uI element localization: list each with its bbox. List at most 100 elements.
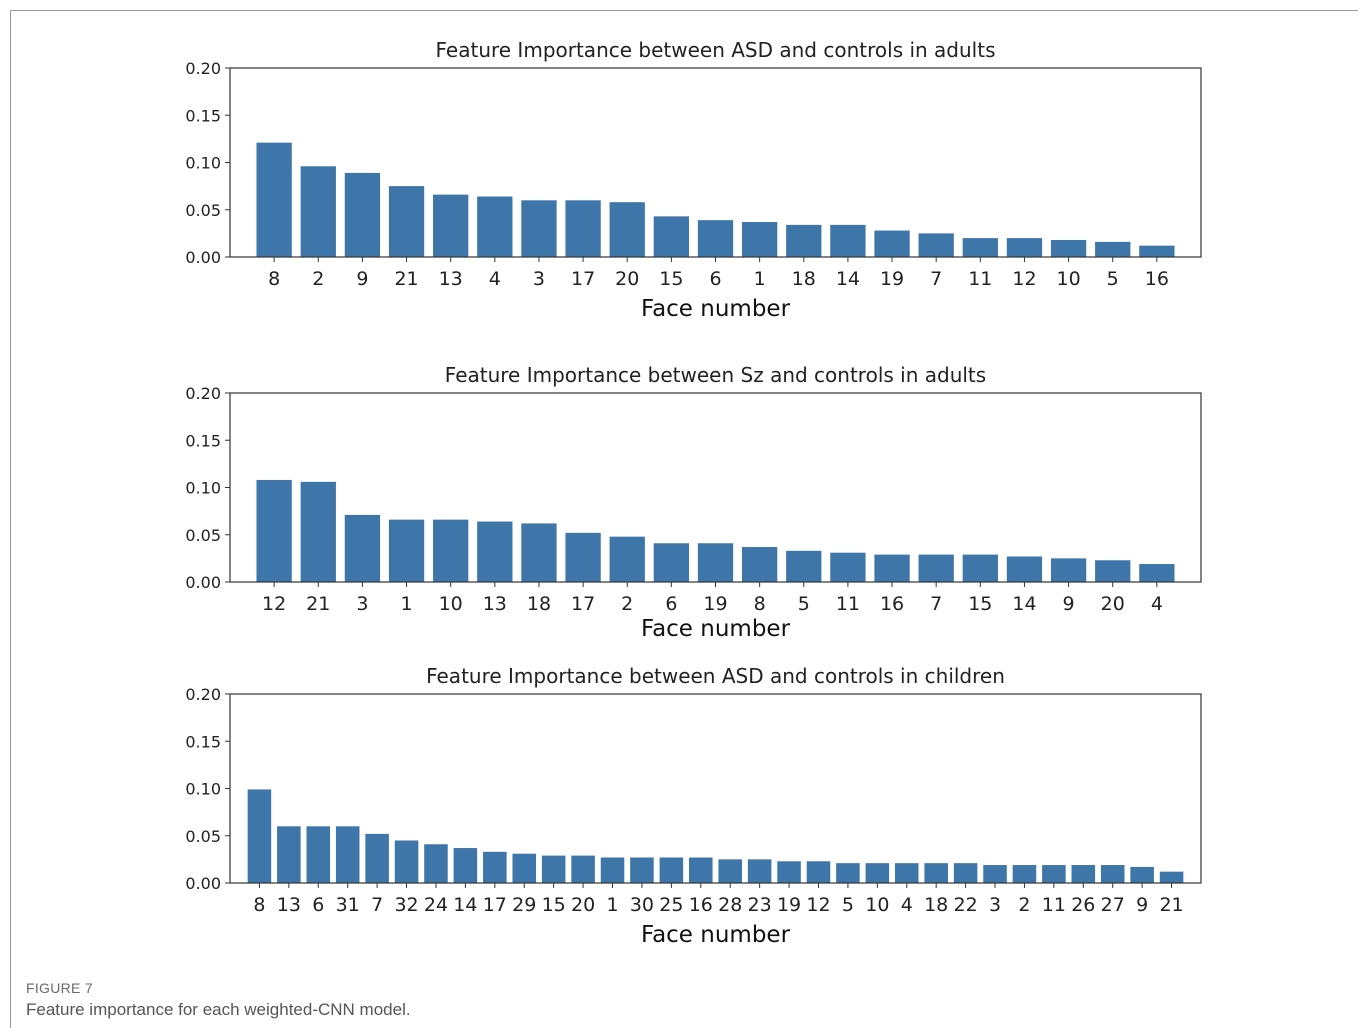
x-axis-label: Face number bbox=[641, 922, 791, 948]
x-tick-label: 16 bbox=[880, 593, 904, 615]
x-tick-label: 7 bbox=[930, 268, 942, 290]
bar bbox=[786, 224, 822, 257]
x-tick-label: 15 bbox=[968, 593, 992, 615]
x-tick-label: 4 bbox=[1151, 593, 1163, 615]
x-tick-label: 13 bbox=[439, 268, 463, 290]
x-tick-label: 4 bbox=[489, 268, 501, 290]
x-tick-label: 19 bbox=[703, 593, 727, 615]
y-tick-label: 0.10 bbox=[185, 154, 221, 173]
x-tick-label: 8 bbox=[268, 268, 280, 290]
y-tick-label: 0.15 bbox=[185, 732, 221, 751]
figure-charts: Feature Importance between ASD and contr… bbox=[185, 38, 1202, 948]
x-tick-label: 27 bbox=[1101, 894, 1125, 916]
bar bbox=[874, 554, 910, 582]
plot-frame bbox=[229, 392, 1202, 583]
plot-frame bbox=[229, 67, 1202, 258]
bar bbox=[388, 186, 425, 257]
x-tick-label: 2 bbox=[621, 593, 633, 615]
x-tick-label: 5 bbox=[798, 593, 810, 615]
x-tick-label: 10 bbox=[439, 593, 463, 615]
bar bbox=[836, 863, 860, 883]
y-tick-label: 0.05 bbox=[185, 827, 221, 846]
chart-title: Feature Importance between ASD and contr… bbox=[426, 664, 1005, 688]
bar bbox=[256, 142, 292, 257]
x-tick-label: 15 bbox=[659, 268, 683, 290]
y-tick-label: 0.20 bbox=[185, 685, 221, 704]
x-tick-label: 12 bbox=[1012, 268, 1036, 290]
bar bbox=[477, 196, 513, 257]
x-tick-label: 9 bbox=[356, 268, 368, 290]
x-tick-label: 11 bbox=[1042, 894, 1066, 916]
y-tick-label: 0.00 bbox=[185, 573, 221, 592]
bar bbox=[777, 861, 801, 883]
x-tick-label: 20 bbox=[615, 268, 639, 290]
bar bbox=[344, 514, 381, 582]
x-tick-label: 16 bbox=[1145, 268, 1169, 290]
bar bbox=[630, 857, 654, 883]
bar bbox=[1139, 564, 1175, 582]
bar bbox=[609, 536, 645, 582]
bar bbox=[1050, 558, 1087, 582]
chart-title: Feature Importance between Sz and contro… bbox=[445, 363, 986, 387]
y-tick-label: 0.15 bbox=[185, 106, 221, 125]
bar bbox=[1006, 238, 1043, 257]
bar bbox=[365, 833, 389, 883]
bar bbox=[983, 865, 1007, 883]
bar bbox=[830, 224, 866, 257]
x-axis-label: Face number bbox=[641, 616, 791, 642]
y-tick-label: 0.05 bbox=[185, 201, 221, 220]
bar bbox=[1095, 241, 1131, 257]
bar bbox=[394, 840, 419, 883]
chart-title: Feature Importance between ASD and contr… bbox=[436, 38, 996, 62]
x-tick-label: 6 bbox=[665, 593, 677, 615]
bar bbox=[924, 863, 948, 883]
x-tick-label: 7 bbox=[930, 593, 942, 615]
bar bbox=[424, 844, 448, 883]
bar bbox=[1071, 865, 1096, 883]
x-tick-label: 17 bbox=[571, 268, 595, 290]
x-tick-label: 29 bbox=[512, 894, 536, 916]
x-tick-label: 1 bbox=[606, 894, 618, 916]
x-tick-label: 11 bbox=[836, 593, 860, 615]
bar bbox=[1139, 245, 1175, 257]
figure-frame bbox=[10, 10, 1358, 1028]
bar bbox=[335, 826, 360, 883]
chart-3: Feature Importance between ASD and contr… bbox=[185, 664, 1202, 948]
x-tick-label: 28 bbox=[718, 894, 742, 916]
x-tick-label: 31 bbox=[336, 894, 360, 916]
bar bbox=[1100, 865, 1125, 883]
x-tick-label: 3 bbox=[533, 268, 545, 290]
x-tick-label: 26 bbox=[1071, 894, 1095, 916]
bar bbox=[565, 200, 601, 257]
bar bbox=[697, 543, 734, 582]
x-tick-label: 18 bbox=[527, 593, 551, 615]
bar bbox=[1050, 239, 1087, 257]
bar bbox=[1159, 871, 1184, 883]
x-tick-label: 6 bbox=[312, 894, 324, 916]
bar bbox=[609, 202, 645, 257]
x-tick-label: 17 bbox=[571, 593, 595, 615]
x-tick-label: 10 bbox=[865, 894, 889, 916]
bar bbox=[512, 853, 537, 883]
x-tick-label: 9 bbox=[1136, 894, 1148, 916]
bar bbox=[741, 547, 778, 582]
y-tick-label: 0.00 bbox=[185, 874, 221, 893]
x-tick-label: 23 bbox=[748, 894, 772, 916]
x-tick-label: 19 bbox=[880, 268, 904, 290]
bar bbox=[433, 519, 469, 582]
y-tick-label: 0.10 bbox=[185, 479, 221, 498]
x-tick-label: 8 bbox=[253, 894, 265, 916]
bar bbox=[918, 233, 954, 257]
x-tick-label: 21 bbox=[1159, 894, 1183, 916]
x-tick-label: 1 bbox=[754, 268, 766, 290]
x-tick-label: 8 bbox=[754, 593, 766, 615]
x-tick-label: 11 bbox=[968, 268, 992, 290]
plot-frame bbox=[229, 693, 1202, 884]
bar bbox=[477, 521, 513, 582]
x-tick-label: 25 bbox=[659, 894, 683, 916]
y-tick-label: 0.20 bbox=[185, 384, 221, 403]
bar bbox=[521, 200, 557, 257]
x-tick-label: 10 bbox=[1056, 268, 1080, 290]
bar bbox=[894, 863, 919, 883]
bar bbox=[659, 857, 684, 883]
